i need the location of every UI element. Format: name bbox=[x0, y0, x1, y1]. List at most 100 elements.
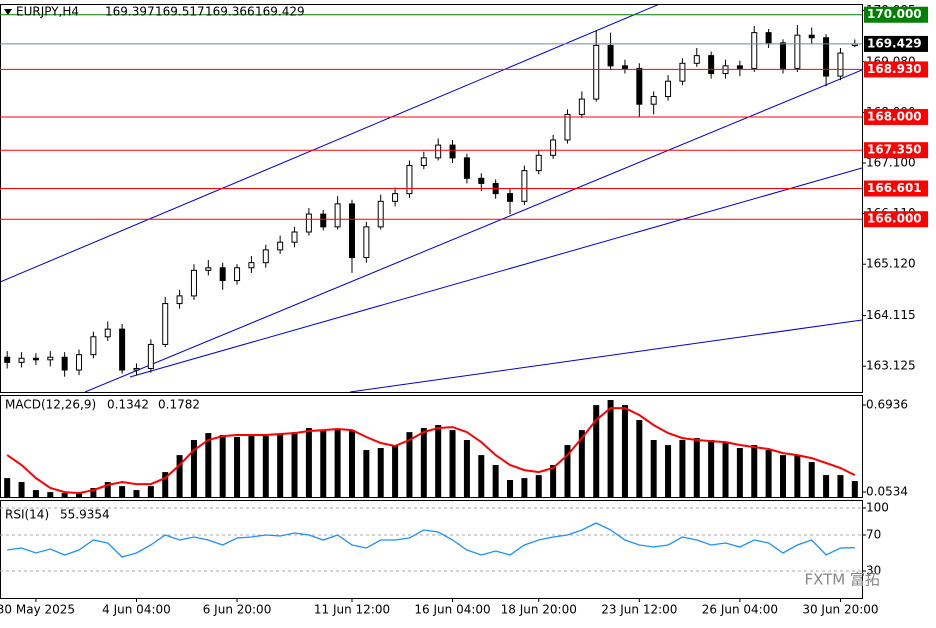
macd-bar bbox=[234, 437, 241, 497]
macd-bar bbox=[420, 428, 427, 497]
price-frame bbox=[0, 4, 863, 393]
macd-bar bbox=[262, 436, 269, 497]
macd-bar bbox=[751, 445, 758, 497]
macd-bar bbox=[765, 450, 772, 497]
watermark: FXTM 富拓 bbox=[804, 571, 880, 589]
macd-bar bbox=[808, 462, 815, 497]
x-tick-label: 23 Jun 12:00 bbox=[601, 603, 677, 617]
macd-bar bbox=[779, 455, 786, 497]
macd-bar bbox=[708, 440, 715, 497]
macd-bar bbox=[665, 445, 672, 497]
candle-body bbox=[90, 336, 97, 356]
macd-bar bbox=[377, 448, 384, 497]
header-high: 169.517 bbox=[155, 5, 205, 19]
signal-value: 0.1782 bbox=[158, 398, 200, 412]
candle-body bbox=[435, 144, 442, 159]
candle-body bbox=[693, 55, 700, 64]
macd-bar bbox=[607, 400, 614, 497]
candle-body bbox=[837, 52, 844, 77]
candle-body bbox=[478, 177, 485, 184]
level-label: 166.000 bbox=[867, 212, 922, 226]
candle-body bbox=[47, 356, 54, 361]
x-tick-label: 26 Jun 04:00 bbox=[702, 603, 778, 617]
macd-bar bbox=[492, 465, 499, 497]
candle-body bbox=[449, 144, 456, 159]
candle-body bbox=[262, 249, 269, 264]
candle-body bbox=[219, 267, 226, 282]
candle-body bbox=[392, 193, 399, 202]
header-close: 169.429 bbox=[255, 5, 305, 19]
trendline bbox=[0, 4, 661, 283]
macd-bar bbox=[334, 430, 341, 497]
candle-body bbox=[708, 55, 715, 75]
macd-bar bbox=[722, 443, 729, 497]
macd-bar bbox=[305, 428, 312, 497]
macd-title: MACD(12,26,9) bbox=[5, 398, 96, 412]
y-tick-label: 164.115 bbox=[866, 308, 916, 322]
candle-body bbox=[320, 213, 327, 228]
candle-body bbox=[32, 357, 39, 361]
candle-body bbox=[420, 157, 427, 167]
macd-bar bbox=[363, 450, 370, 497]
candle-body bbox=[162, 303, 169, 345]
symbol-title: EURJPY,H4 bbox=[16, 5, 79, 19]
macd-bar bbox=[478, 455, 485, 497]
macd-bar bbox=[736, 448, 743, 497]
candle-body bbox=[4, 356, 11, 363]
rsi-line bbox=[7, 522, 855, 558]
macd-bar bbox=[320, 430, 327, 497]
current-price-label: 169.429 bbox=[867, 36, 922, 50]
level-label-box bbox=[864, 6, 928, 23]
candle-body bbox=[377, 200, 384, 228]
macd-bar bbox=[32, 490, 39, 497]
macd-bar bbox=[851, 481, 858, 497]
macd-bar bbox=[104, 482, 111, 497]
macd-bar bbox=[823, 475, 830, 497]
macd-bar bbox=[463, 440, 470, 497]
trendlines bbox=[0, 4, 862, 392]
header-open: 169.397 bbox=[105, 5, 155, 19]
macd-bar bbox=[205, 433, 212, 497]
menu-arrow bbox=[4, 9, 12, 15]
y-tick-label: 0.6936 bbox=[866, 397, 908, 411]
macd-bar bbox=[435, 425, 442, 497]
header-low: 169.366 bbox=[205, 5, 255, 19]
y-tick-label: 163.125 bbox=[866, 359, 916, 373]
macd-bar bbox=[162, 472, 169, 497]
macd-bar bbox=[578, 430, 585, 497]
candle-body bbox=[779, 42, 786, 69]
macd-bar bbox=[176, 455, 183, 497]
candle-body bbox=[205, 267, 212, 271]
candle-body bbox=[823, 37, 830, 77]
candle-body bbox=[564, 113, 571, 141]
macd-bar bbox=[636, 420, 643, 497]
macd-bar bbox=[90, 488, 97, 497]
rsi-title: RSI(14) bbox=[5, 508, 49, 522]
macd-bar bbox=[406, 432, 413, 497]
macd-bar bbox=[550, 465, 557, 497]
candle-body bbox=[76, 354, 83, 371]
candle-body bbox=[765, 32, 772, 44]
macd-bar bbox=[190, 440, 197, 497]
macd-bar bbox=[449, 430, 456, 497]
candle-body bbox=[104, 328, 111, 338]
candle-body bbox=[277, 241, 284, 251]
frames bbox=[0, 4, 863, 599]
macd-bar bbox=[277, 434, 284, 497]
level-label-box bbox=[864, 211, 928, 228]
x-tick-label: 4 Jun 04:00 bbox=[102, 603, 171, 617]
y-tick-label: 165.120 bbox=[866, 257, 916, 271]
level-label-box bbox=[864, 108, 928, 125]
macd-bar bbox=[507, 480, 514, 497]
macd-bar bbox=[291, 432, 298, 497]
signal-line bbox=[6, 407, 856, 495]
macd-bar bbox=[4, 478, 11, 497]
trendline bbox=[84, 69, 862, 392]
level-label: 170.000 bbox=[867, 7, 922, 21]
y-tick-label: 167.100 bbox=[866, 155, 916, 169]
macd-bar bbox=[18, 482, 25, 497]
macd-bar bbox=[621, 405, 628, 497]
level-label-box bbox=[864, 61, 928, 78]
candle-body bbox=[665, 80, 672, 98]
